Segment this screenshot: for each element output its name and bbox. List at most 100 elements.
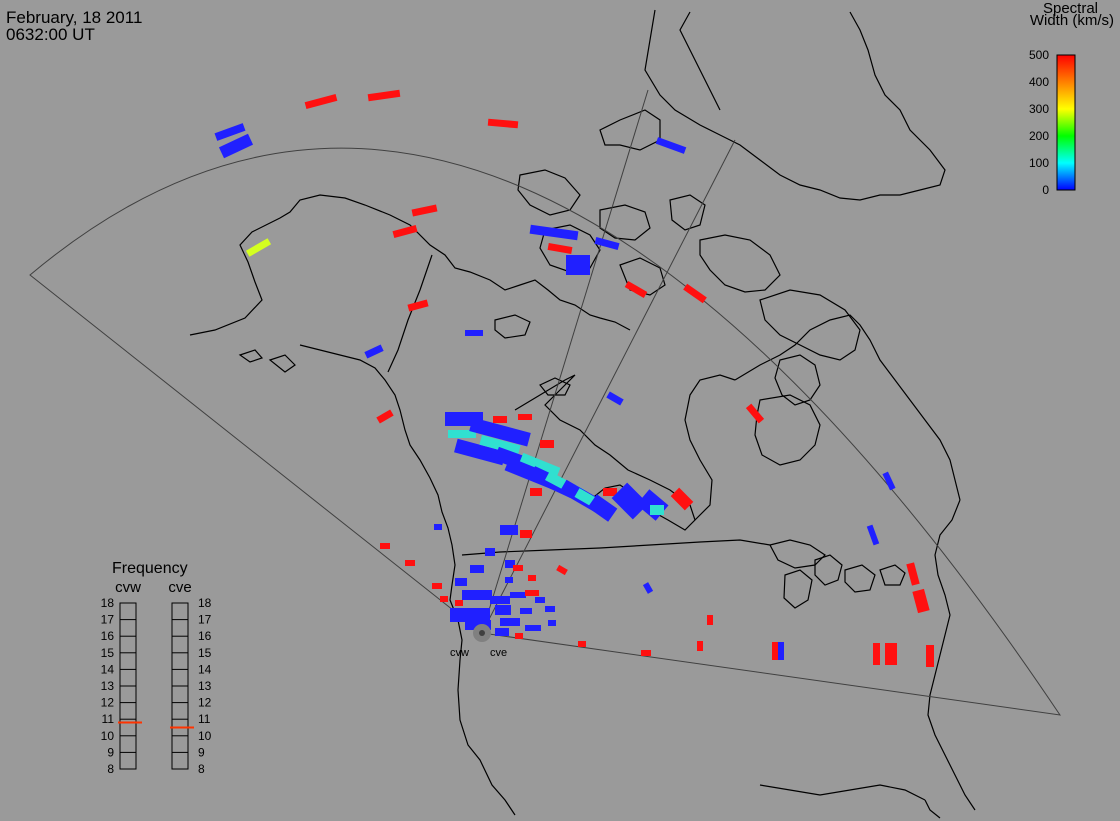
- scatter-cell: [500, 525, 518, 535]
- coastline-5: [927, 499, 976, 811]
- fov-beam-right: [481, 139, 736, 634]
- scatter-cell: [885, 643, 897, 665]
- scatter-cell: [434, 524, 442, 530]
- frequency-tick-label: 9: [107, 745, 114, 759]
- scatter-cell: [485, 548, 495, 556]
- coastline-3: [684, 374, 736, 521]
- coastline-7: [679, 11, 721, 111]
- colorbar-title: Spectral: [1042, 0, 1098, 17]
- coastline-1: [299, 344, 516, 816]
- scatter-cell: [411, 204, 438, 217]
- scatter-cell: [376, 409, 394, 424]
- frequency-tick-label: 12: [101, 696, 115, 710]
- frequency-tick-label: 15: [101, 646, 115, 660]
- scatter-cell: [520, 530, 532, 538]
- scatter-cell: [606, 391, 624, 406]
- scatter-cell: [906, 562, 920, 586]
- scatter-cell: [548, 620, 556, 626]
- frequency-tick-label: 13: [101, 679, 115, 693]
- radar-label-cvw: cvw: [450, 647, 469, 659]
- scatter-cell: [495, 628, 509, 636]
- scatter-cell: [455, 578, 467, 586]
- radar-site-marker: [473, 624, 491, 642]
- scatter-cell: [745, 403, 765, 424]
- frequency-tick-label: 10: [101, 729, 115, 743]
- coastline-27: [759, 784, 926, 801]
- scatter-cell: [304, 93, 338, 110]
- scatter-cell: [641, 650, 651, 656]
- scatter-cell: [479, 434, 521, 456]
- scatter-cell: [594, 237, 620, 250]
- scatter-cell: [245, 238, 272, 257]
- scatter-cell: [450, 608, 490, 622]
- scatter-cell: [505, 560, 515, 568]
- scatter-cell: [490, 596, 510, 604]
- coastline-6: [644, 9, 946, 201]
- scatter-cell: [462, 590, 492, 600]
- colorbar-bar: [1056, 54, 1076, 191]
- scatter-cell: [655, 137, 687, 154]
- coastline-25: [461, 539, 771, 556]
- scatter-cell: [707, 615, 713, 625]
- scatter-cell: [778, 642, 784, 660]
- radar-label-cve: cve: [490, 647, 508, 659]
- scatter-cell: [926, 645, 934, 667]
- coastline-15: [494, 314, 531, 339]
- scatter-cell: [525, 625, 541, 631]
- colorbar-tick-label: 200: [1029, 129, 1049, 143]
- scatter-cell: [465, 330, 483, 336]
- scatter-cell: [454, 438, 506, 466]
- scatter-cell: [448, 430, 476, 438]
- field-of-view: [29, 89, 1062, 716]
- scatter-cell: [505, 577, 513, 583]
- coastline-20: [769, 539, 826, 569]
- scatter-cell: [642, 582, 654, 594]
- frequency-tick-label: 13: [198, 679, 212, 693]
- scatter-cell: [670, 487, 694, 511]
- scatter-cell: [470, 565, 484, 573]
- frequency-tick-label: 9: [198, 745, 205, 759]
- colorbar-tick-label: 500: [1029, 48, 1049, 62]
- colorbar-tick-label: 300: [1029, 102, 1049, 116]
- coastline-29: [268, 354, 296, 373]
- date-label: February, 18 2011: [6, 8, 143, 27]
- coastline-23: [844, 564, 876, 593]
- scatter-cell: [528, 575, 536, 581]
- frequency-tick-label: 12: [198, 696, 212, 710]
- scatter-cell: [392, 225, 418, 238]
- scatter-cell: [578, 641, 586, 647]
- scatter-cell: [518, 414, 532, 420]
- scatter-cell: [500, 618, 520, 626]
- frequency-tick-label: 15: [198, 646, 212, 660]
- coastline-9: [517, 169, 581, 216]
- fov-outline: [29, 147, 1062, 716]
- scatter-cell: [515, 633, 523, 639]
- spectral-width-colorbar: 500 400 300 200 100 0: [1029, 48, 1076, 197]
- frequency-tick-label: 17: [198, 613, 212, 627]
- coastline-19: [754, 394, 821, 466]
- scatter-cell: [624, 280, 648, 299]
- colorbar-tick-label: 400: [1029, 75, 1049, 89]
- scatter-cell: [529, 224, 579, 241]
- scatter-cell: [540, 440, 554, 448]
- scatter-cell: [611, 482, 649, 520]
- colorbar-tick-label: 0: [1042, 183, 1049, 197]
- scatter-cell: [525, 590, 539, 596]
- scatter-cell: [440, 596, 448, 602]
- scatter-cell: [493, 416, 507, 423]
- frequency-tick-label: 10: [198, 729, 212, 743]
- coastline-18: [774, 354, 821, 406]
- frequency-column-label: cvw: [115, 579, 141, 596]
- fov-beam-left: [481, 89, 649, 634]
- scatter-cell: [495, 605, 511, 615]
- coastline-24: [879, 564, 906, 586]
- coastline-13: [669, 194, 706, 231]
- scatter-cell: [866, 524, 880, 546]
- scatter-cell: [587, 494, 618, 522]
- scatter-cell: [603, 488, 617, 496]
- scatter-cell: [556, 564, 568, 576]
- frequency-tick-label: 17: [101, 613, 115, 627]
- scatter-cell: [545, 606, 555, 612]
